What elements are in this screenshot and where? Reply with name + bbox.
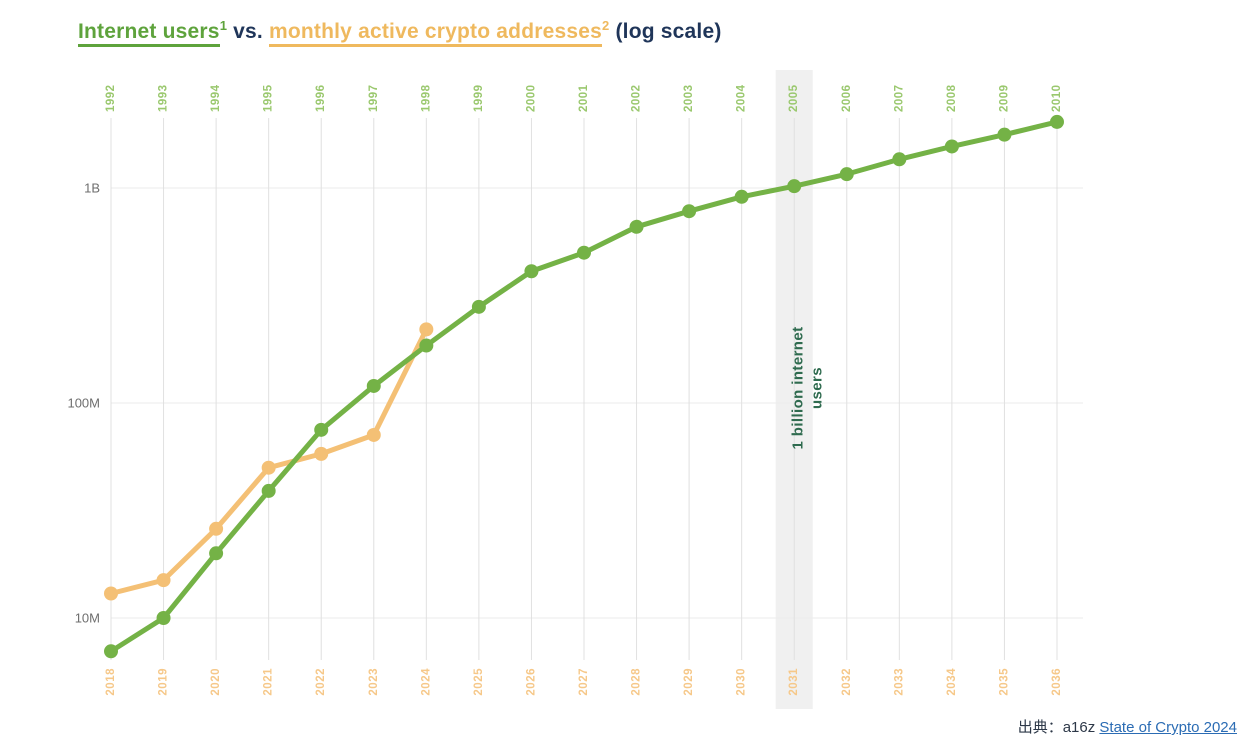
- source-prefix: 出典：a16z: [1017, 719, 1100, 736]
- x-axis-top-label: 1992: [105, 84, 117, 112]
- x-axis-top-label: 1998: [420, 84, 432, 112]
- crypto-addresses-point: [261, 460, 276, 475]
- x-axis-top-label: 2008: [946, 84, 958, 112]
- internet-users-point: [682, 204, 697, 219]
- internet-users-point: [629, 219, 644, 234]
- x-axis-bottom-label: 2024: [420, 668, 432, 696]
- x-axis-bottom-label: 2031: [788, 668, 800, 696]
- chart-title: Internet users1 vs. monthly active crypt…: [78, 18, 722, 47]
- x-axis-top-label: 1994: [210, 84, 222, 112]
- x-axis-bottom-label: 2027: [578, 668, 590, 696]
- internet-users-point: [524, 264, 539, 279]
- x-axis-top-label: 1996: [315, 84, 327, 112]
- x-axis-top-label: 2009: [998, 84, 1010, 112]
- x-axis-top-label: 1999: [473, 84, 485, 112]
- x-axis-top-label: 2006: [841, 84, 853, 112]
- crypto-addresses-point: [419, 322, 434, 337]
- title-log-scale: (log scale): [609, 20, 722, 43]
- x-axis-bottom-label: 2022: [315, 668, 327, 696]
- crypto-addresses-point: [156, 573, 171, 588]
- internet-users-point: [787, 179, 802, 194]
- x-axis-bottom-label: 2021: [263, 668, 275, 696]
- x-axis-bottom-label: 2036: [1051, 668, 1063, 696]
- x-axis-top-label: 2003: [683, 84, 695, 112]
- internet-users-point: [471, 299, 486, 314]
- x-axis-bottom-label: 2029: [683, 668, 695, 696]
- billion-users-annotation: 1 billion internet users: [789, 326, 825, 450]
- y-axis-label: 100M: [67, 396, 100, 411]
- crypto-addresses-point: [209, 521, 224, 536]
- y-axis-label: 10M: [75, 611, 100, 626]
- internet-users-point: [209, 546, 224, 561]
- x-axis-bottom-label: 2030: [736, 668, 748, 696]
- x-axis-top-label: 2005: [788, 84, 800, 112]
- x-axis-top-label: 2000: [525, 84, 537, 112]
- internet-users-point: [944, 139, 959, 154]
- x-axis-bottom-label: 2034: [946, 668, 958, 696]
- x-axis-top-label: 2010: [1051, 84, 1063, 112]
- x-axis-bottom-label: 2025: [473, 668, 485, 696]
- x-axis-top-label: 2001: [578, 84, 590, 112]
- title-footnote-2: 2: [602, 18, 610, 33]
- internet-users-point: [261, 483, 276, 498]
- crypto-addresses-point: [314, 446, 329, 461]
- internet-users-point: [104, 644, 118, 659]
- internet-users-point: [892, 152, 907, 167]
- x-axis-bottom-label: 2020: [210, 668, 222, 696]
- y-axis-label: 1B: [84, 181, 100, 196]
- internet-users-point: [156, 611, 171, 625]
- crypto-addresses-point: [366, 427, 381, 442]
- x-axis-bottom-label: 2018: [105, 668, 117, 696]
- x-axis-bottom-label: 2032: [841, 668, 853, 696]
- x-axis-top-label: 2007: [893, 84, 905, 112]
- internet-users-point: [576, 245, 591, 260]
- x-axis-top-label: 1995: [263, 84, 275, 112]
- internet-users-point: [997, 127, 1012, 142]
- internet-users-point: [839, 167, 854, 182]
- x-axis-top-label: 2004: [736, 84, 748, 112]
- x-axis-top-label: 1997: [368, 84, 380, 112]
- x-axis-bottom-label: 2028: [631, 668, 643, 696]
- x-axis-bottom-label: 2035: [998, 668, 1010, 696]
- x-axis-bottom-label: 2026: [525, 668, 537, 696]
- x-axis-bottom-label: 2033: [893, 668, 905, 696]
- x-axis-bottom-label: 2019: [158, 668, 170, 696]
- source-credit: 出典：a16z State of Crypto 2024: [1018, 716, 1237, 737]
- source-link[interactable]: State of Crypto 2024: [1099, 719, 1237, 736]
- x-axis-top-label: 1993: [158, 84, 170, 112]
- x-axis-top-label: 2002: [631, 84, 643, 112]
- title-vs: vs.: [227, 20, 269, 43]
- title-internet-users: Internet users: [78, 20, 220, 47]
- internet-users-point: [1049, 114, 1064, 129]
- internet-users-point: [419, 338, 434, 353]
- internet-users-point: [734, 189, 749, 204]
- x-axis-bottom-label: 2023: [368, 668, 380, 696]
- title-crypto-addresses: monthly active crypto addresses: [269, 20, 602, 47]
- internet-users-point: [314, 422, 329, 437]
- internet-users-point: [366, 378, 381, 393]
- crypto-addresses-point: [104, 586, 118, 601]
- title-footnote-1: 1: [219, 18, 228, 33]
